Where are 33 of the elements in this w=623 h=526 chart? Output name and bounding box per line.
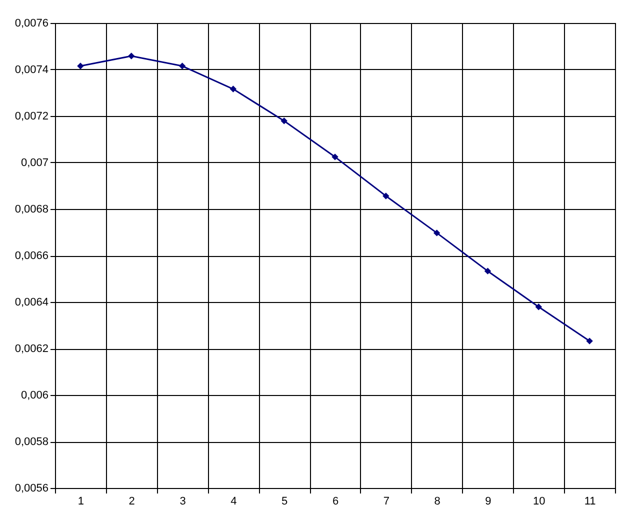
point: [178, 62, 186, 70]
point: [280, 118, 288, 124]
x-tick-label: 6: [332, 496, 339, 508]
point: [128, 52, 135, 60]
point: [382, 192, 390, 200]
x-tick-label: 10: [533, 496, 546, 508]
x-tick-label: 7: [383, 496, 390, 508]
x-tick-label: 1: [78, 496, 84, 508]
y-tick-label: 0,0076: [14, 18, 48, 30]
point: [230, 86, 237, 92]
y-tick-label: 0,006: [20, 390, 48, 402]
y-tick-label: 0,0068: [14, 204, 48, 216]
x-tick-label: 3: [180, 496, 186, 508]
y-tick-label: 0,0066: [14, 250, 48, 262]
point: [484, 268, 492, 274]
point: [586, 338, 593, 344]
y-tick-label: 0,007: [20, 157, 48, 169]
y-tick-label: 0,0072: [14, 110, 48, 122]
y-tick-label: 0,0062: [14, 343, 48, 355]
y-tick-label: 0,0064: [14, 296, 48, 308]
x-tick-label: 5: [282, 496, 288, 508]
point: [433, 230, 440, 236]
x-tick-label: 9: [485, 496, 492, 508]
point: [77, 62, 84, 70]
x-tick-label: 11: [584, 496, 596, 508]
point: [535, 304, 542, 310]
x-tick-label: 2: [128, 496, 135, 508]
y-tick-label: 0,0056: [14, 482, 48, 494]
x-tick-label: 8: [434, 496, 440, 508]
y-tick-label: 0,0074: [14, 64, 48, 76]
x-tick-label: 4: [230, 496, 237, 508]
y-tick-label: 0,0058: [14, 436, 48, 448]
point: [332, 154, 338, 160]
